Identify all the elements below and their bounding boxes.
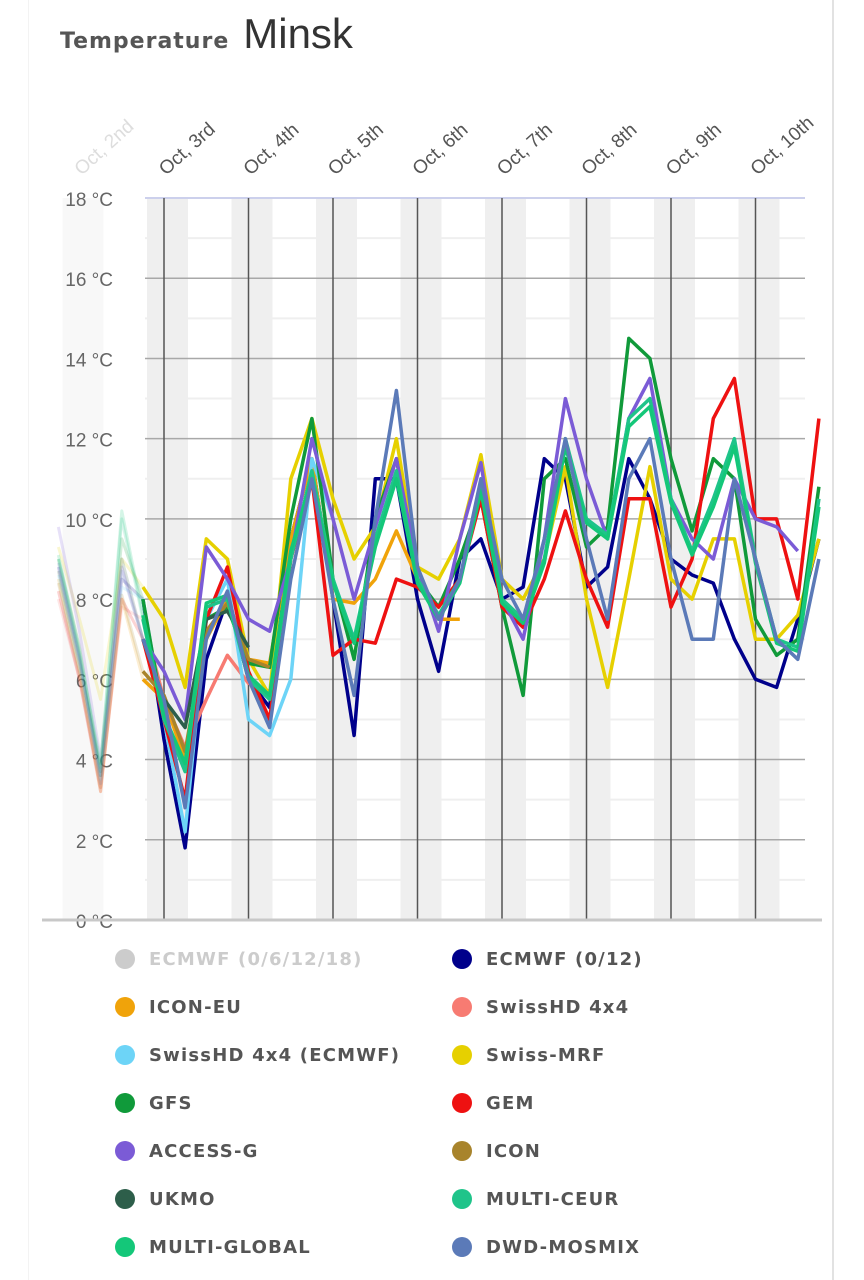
series-line-dwd-mosmix	[141, 388, 821, 810]
legend-label: ICON-EU	[149, 996, 243, 1018]
x-tick-label: Oct, 7th	[493, 120, 556, 180]
series-line-swiss-mrf	[141, 416, 821, 698]
legend-item-ukmo[interactable]: UKMO	[115, 1185, 452, 1213]
legend-label: MULTI-GLOBAL	[149, 1236, 311, 1258]
legend-dot-icon	[452, 949, 472, 969]
legend-item-swisshd-4x4[interactable]: SwissHD 4x4	[452, 993, 715, 1021]
series-past-icon-eu	[56, 578, 145, 794]
series-past-swisshd-4x4-ecmwf	[56, 574, 144, 782]
series-past-multi-global	[56, 509, 145, 766]
legend-label: Swiss-MRF	[486, 1044, 606, 1066]
legend-dot-icon	[452, 1189, 472, 1209]
legend-dot-icon	[452, 1093, 472, 1113]
legend-dot-icon	[115, 1093, 135, 1113]
legend-dot-icon	[115, 949, 135, 969]
legend-label: ACCESS-G	[149, 1140, 259, 1162]
series-line-multi-global	[141, 404, 821, 766]
series-past-multi-ceur	[56, 517, 145, 770]
temperature-chart: 0 °C 2 °C 4 °C 6 °C 8 °C 10 °C 12 °C 14 °C 16 °C…	[42, 113, 822, 933]
night-band	[62, 198, 104, 920]
x-tick-label: Oct, 6th	[409, 120, 472, 180]
y-tick-label: 10 °C	[65, 511, 113, 532]
chart-title: Temperature Minsk	[60, 10, 353, 58]
legend-dot-icon	[452, 1045, 472, 1065]
series-past-access-g	[56, 526, 145, 762]
legend-label: GFS	[149, 1092, 193, 1114]
legend-dot-icon	[115, 1189, 135, 1209]
legend-label: UKMO	[149, 1188, 216, 1210]
legend-dot-icon	[115, 1045, 135, 1065]
series-past-icon	[56, 582, 145, 790]
series-past-gfs	[56, 537, 145, 778]
legend-item-gem[interactable]: GEM	[452, 1089, 715, 1117]
y-tick-label: 12 °C	[65, 431, 113, 452]
legend-dot-icon	[115, 997, 135, 1017]
legend-dot-icon	[452, 1237, 472, 1257]
legend-item-dwd-mosmix[interactable]: DWD-MOSMIX	[452, 1233, 715, 1261]
legend-item-icon[interactable]: ICON	[452, 1137, 715, 1165]
y-tick-label: 16 °C	[65, 270, 113, 291]
x-tick-label: Oct, 8th	[578, 120, 641, 180]
panel-right-border	[832, 0, 834, 1280]
legend-item-ecmwf-0-12[interactable]: ECMWF (0/12)	[452, 945, 715, 973]
legend-item-ecmwf-0-6-12-18[interactable]: ECMWF (0/6/12/18)	[115, 945, 452, 973]
series-past-swiss-mrf	[56, 546, 145, 701]
legend-item-swiss-mrf[interactable]: Swiss-MRF	[452, 1041, 715, 1069]
y-tick-label: 14 °C	[65, 350, 113, 371]
legend-dot-icon	[115, 1141, 135, 1161]
panel-left-border	[28, 0, 29, 1280]
legend-item-multi-ceur[interactable]: MULTI-CEUR	[452, 1185, 715, 1213]
legend-item-gfs[interactable]: GFS	[115, 1089, 452, 1117]
legend-label: ECMWF (0/6/12/18)	[149, 948, 363, 970]
y-tick-label: 4 °C	[76, 752, 113, 773]
legend-item-multi-global[interactable]: MULTI-GLOBAL	[115, 1233, 452, 1261]
legend-label: MULTI-CEUR	[486, 1188, 620, 1210]
series-past-ukmo	[56, 557, 145, 774]
series-line-swisshd-4x4-ecmwf	[141, 456, 335, 834]
legend-label: SwissHD 4x4	[486, 996, 630, 1018]
legend-label: ECMWF (0/12)	[486, 948, 643, 970]
legend-label: SwissHD 4x4 (ECMWF)	[149, 1044, 401, 1066]
y-tick-label: 2 °C	[76, 832, 113, 853]
legend-item-swisshd-4x4-ecmwf[interactable]: SwissHD 4x4 (ECMWF)	[115, 1041, 452, 1069]
legend-dot-icon	[115, 1237, 135, 1257]
chart-legend: ECMWF (0/6/12/18) ECMWF (0/12) ICON-EU Swis…	[115, 945, 715, 1261]
y-tick-label: 0 °C	[76, 912, 113, 933]
title-city: Minsk	[243, 10, 353, 57]
x-tick-label: Oct, 4th	[240, 120, 303, 180]
legend-item-access-g[interactable]: ACCESS-G	[115, 1137, 452, 1165]
x-tick-label: Oct, 2nd	[71, 116, 138, 180]
y-tick-label: 18 °C	[65, 190, 113, 211]
y-tick-label: 6 °C	[76, 671, 113, 692]
legend-label: ICON	[486, 1140, 542, 1162]
x-tick-label: Oct, 5th	[324, 120, 387, 180]
legend-dot-icon	[452, 1141, 472, 1161]
legend-label: GEM	[486, 1092, 535, 1114]
series-line-access-g	[141, 376, 800, 722]
series-past-gem	[56, 590, 145, 794]
legend-label: DWD-MOSMIX	[486, 1236, 641, 1258]
x-tick-label: Oct, 9th	[662, 120, 725, 180]
series-past-swisshd-4x4	[56, 598, 144, 790]
title-label: Temperature	[60, 29, 230, 54]
x-tick-label: Oct, 10th	[747, 113, 818, 180]
x-tick-label: Oct, 3rd	[155, 119, 219, 180]
legend-dot-icon	[452, 997, 472, 1017]
series-past-dwd-mosmix	[56, 562, 145, 786]
legend-item-icon-eu[interactable]: ICON-EU	[115, 993, 452, 1021]
y-tick-label: 8 °C	[76, 591, 113, 612]
series-past-ecmwf-0-12	[56, 566, 144, 778]
